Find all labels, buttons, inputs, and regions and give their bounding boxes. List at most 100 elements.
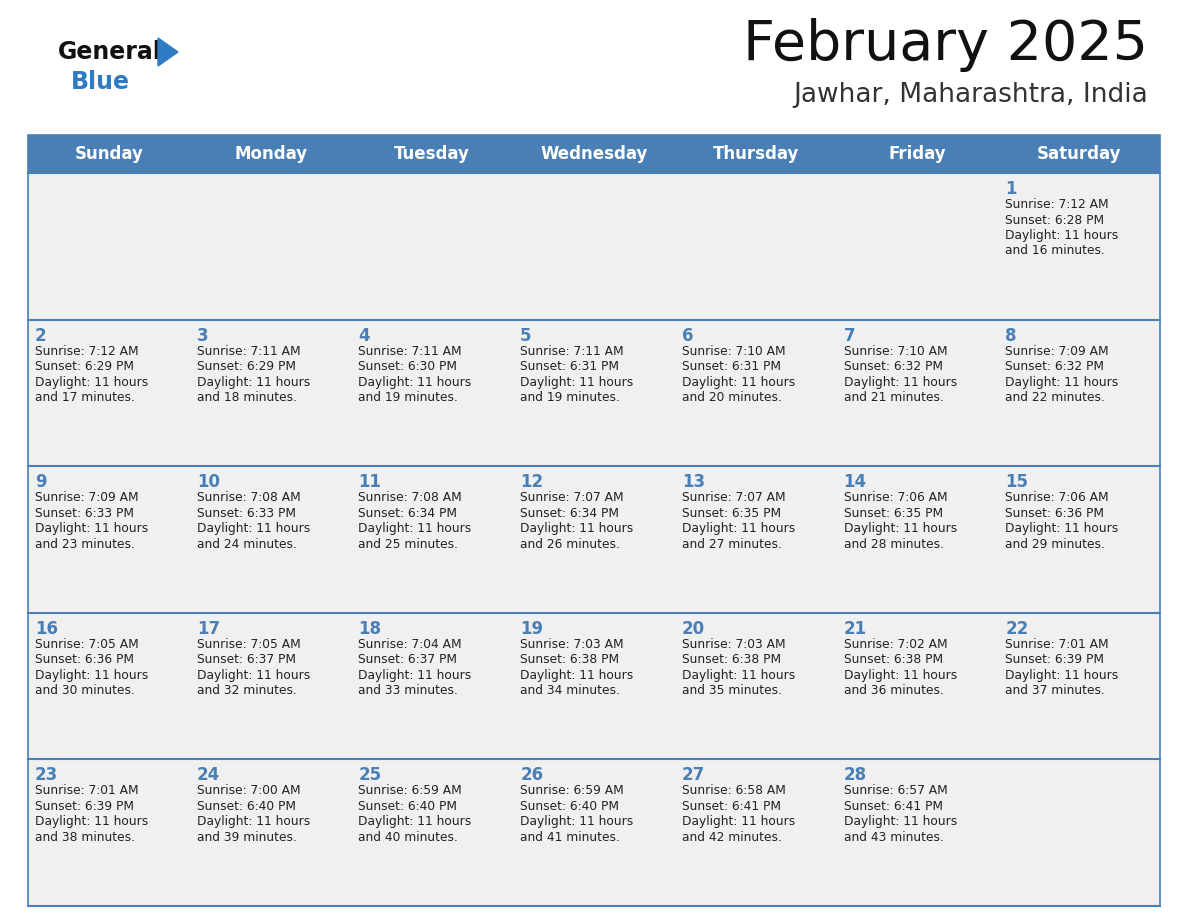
Text: Daylight: 11 hours: Daylight: 11 hours bbox=[843, 375, 956, 388]
Text: Wednesday: Wednesday bbox=[541, 145, 647, 163]
Bar bbox=[675, 173, 836, 319]
Text: Sunset: 6:38 PM: Sunset: 6:38 PM bbox=[682, 654, 781, 666]
Text: Friday: Friday bbox=[889, 145, 946, 163]
Text: and 38 minutes.: and 38 minutes. bbox=[34, 831, 135, 844]
Text: and 42 minutes.: and 42 minutes. bbox=[682, 831, 782, 844]
Text: and 16 minutes.: and 16 minutes. bbox=[1005, 244, 1105, 258]
Text: General: General bbox=[58, 40, 162, 64]
Text: Sunrise: 7:06 AM: Sunrise: 7:06 AM bbox=[1005, 491, 1108, 504]
Text: Sunset: 6:33 PM: Sunset: 6:33 PM bbox=[34, 507, 134, 520]
Text: Daylight: 11 hours: Daylight: 11 hours bbox=[359, 669, 472, 682]
Text: Sunset: 6:41 PM: Sunset: 6:41 PM bbox=[682, 800, 781, 813]
Text: and 21 minutes.: and 21 minutes. bbox=[843, 391, 943, 404]
Text: and 40 minutes.: and 40 minutes. bbox=[359, 831, 459, 844]
Text: 28: 28 bbox=[843, 767, 867, 784]
Bar bbox=[675, 319, 836, 466]
Text: Sunrise: 7:12 AM: Sunrise: 7:12 AM bbox=[1005, 198, 1108, 211]
Bar bbox=[836, 173, 998, 319]
Bar bbox=[190, 173, 352, 319]
Text: Daylight: 11 hours: Daylight: 11 hours bbox=[34, 375, 148, 388]
Text: Sunrise: 7:00 AM: Sunrise: 7:00 AM bbox=[197, 784, 301, 798]
Text: Sunrise: 7:07 AM: Sunrise: 7:07 AM bbox=[682, 491, 785, 504]
Text: and 34 minutes.: and 34 minutes. bbox=[520, 684, 620, 698]
Text: Sunset: 6:29 PM: Sunset: 6:29 PM bbox=[34, 360, 134, 373]
Text: and 43 minutes.: and 43 minutes. bbox=[843, 831, 943, 844]
Text: and 39 minutes.: and 39 minutes. bbox=[197, 831, 297, 844]
Bar bbox=[190, 319, 352, 466]
Text: Daylight: 11 hours: Daylight: 11 hours bbox=[359, 522, 472, 535]
Text: Daylight: 11 hours: Daylight: 11 hours bbox=[1005, 375, 1119, 388]
Text: Sunrise: 7:10 AM: Sunrise: 7:10 AM bbox=[843, 344, 947, 358]
Bar bbox=[998, 613, 1159, 759]
Text: Daylight: 11 hours: Daylight: 11 hours bbox=[197, 815, 310, 828]
Bar bbox=[513, 466, 675, 613]
Text: Sunrise: 7:08 AM: Sunrise: 7:08 AM bbox=[359, 491, 462, 504]
Text: Sunset: 6:31 PM: Sunset: 6:31 PM bbox=[682, 360, 781, 373]
Text: Jawhar, Maharashtra, India: Jawhar, Maharashtra, India bbox=[794, 82, 1148, 108]
Text: and 19 minutes.: and 19 minutes. bbox=[359, 391, 459, 404]
Bar bbox=[29, 466, 190, 613]
Text: Tuesday: Tuesday bbox=[394, 145, 470, 163]
Text: Sunrise: 7:05 AM: Sunrise: 7:05 AM bbox=[197, 638, 301, 651]
Text: 3: 3 bbox=[197, 327, 208, 344]
Text: and 35 minutes.: and 35 minutes. bbox=[682, 684, 782, 698]
Text: Sunrise: 6:59 AM: Sunrise: 6:59 AM bbox=[520, 784, 624, 798]
Text: 11: 11 bbox=[359, 473, 381, 491]
Text: 12: 12 bbox=[520, 473, 543, 491]
Text: 10: 10 bbox=[197, 473, 220, 491]
Bar bbox=[675, 613, 836, 759]
Text: Daylight: 11 hours: Daylight: 11 hours bbox=[682, 815, 795, 828]
Text: and 32 minutes.: and 32 minutes. bbox=[197, 684, 297, 698]
Text: Daylight: 11 hours: Daylight: 11 hours bbox=[197, 522, 310, 535]
Text: 8: 8 bbox=[1005, 327, 1017, 344]
Text: Sunrise: 6:57 AM: Sunrise: 6:57 AM bbox=[843, 784, 947, 798]
Bar bbox=[998, 173, 1159, 319]
Text: Sunset: 6:39 PM: Sunset: 6:39 PM bbox=[34, 800, 134, 813]
Text: Saturday: Saturday bbox=[1037, 145, 1121, 163]
Bar bbox=[190, 466, 352, 613]
Text: Sunset: 6:40 PM: Sunset: 6:40 PM bbox=[359, 800, 457, 813]
Text: Sunset: 6:33 PM: Sunset: 6:33 PM bbox=[197, 507, 296, 520]
Text: Sunrise: 7:11 AM: Sunrise: 7:11 AM bbox=[520, 344, 624, 358]
Text: Sunrise: 7:03 AM: Sunrise: 7:03 AM bbox=[520, 638, 624, 651]
Text: Daylight: 11 hours: Daylight: 11 hours bbox=[1005, 229, 1119, 242]
Text: Sunrise: 6:58 AM: Sunrise: 6:58 AM bbox=[682, 784, 785, 798]
Text: Sunset: 6:37 PM: Sunset: 6:37 PM bbox=[359, 654, 457, 666]
Text: 15: 15 bbox=[1005, 473, 1029, 491]
Text: and 33 minutes.: and 33 minutes. bbox=[359, 684, 459, 698]
Text: Daylight: 11 hours: Daylight: 11 hours bbox=[843, 815, 956, 828]
Text: Sunset: 6:39 PM: Sunset: 6:39 PM bbox=[1005, 654, 1105, 666]
Text: Sunset: 6:34 PM: Sunset: 6:34 PM bbox=[520, 507, 619, 520]
Text: Sunset: 6:32 PM: Sunset: 6:32 PM bbox=[1005, 360, 1105, 373]
Text: 5: 5 bbox=[520, 327, 532, 344]
Text: Sunset: 6:35 PM: Sunset: 6:35 PM bbox=[843, 507, 943, 520]
Bar bbox=[998, 466, 1159, 613]
Bar bbox=[998, 759, 1159, 906]
Text: Sunrise: 7:05 AM: Sunrise: 7:05 AM bbox=[34, 638, 139, 651]
Text: Daylight: 11 hours: Daylight: 11 hours bbox=[843, 522, 956, 535]
Text: Blue: Blue bbox=[71, 70, 129, 94]
Text: Sunset: 6:40 PM: Sunset: 6:40 PM bbox=[520, 800, 619, 813]
Text: Daylight: 11 hours: Daylight: 11 hours bbox=[682, 375, 795, 388]
Text: Sunrise: 7:08 AM: Sunrise: 7:08 AM bbox=[197, 491, 301, 504]
Bar bbox=[352, 613, 513, 759]
Text: Sunrise: 7:10 AM: Sunrise: 7:10 AM bbox=[682, 344, 785, 358]
Text: and 36 minutes.: and 36 minutes. bbox=[843, 684, 943, 698]
Text: Sunrise: 7:02 AM: Sunrise: 7:02 AM bbox=[843, 638, 947, 651]
Text: Sunrise: 7:12 AM: Sunrise: 7:12 AM bbox=[34, 344, 139, 358]
Text: and 18 minutes.: and 18 minutes. bbox=[197, 391, 297, 404]
Bar bbox=[190, 759, 352, 906]
Text: and 25 minutes.: and 25 minutes. bbox=[359, 538, 459, 551]
Text: Daylight: 11 hours: Daylight: 11 hours bbox=[520, 375, 633, 388]
Text: Daylight: 11 hours: Daylight: 11 hours bbox=[197, 669, 310, 682]
Text: Daylight: 11 hours: Daylight: 11 hours bbox=[1005, 669, 1119, 682]
Text: and 24 minutes.: and 24 minutes. bbox=[197, 538, 297, 551]
Text: Sunday: Sunday bbox=[75, 145, 144, 163]
Bar bbox=[29, 135, 1159, 173]
Text: Sunset: 6:32 PM: Sunset: 6:32 PM bbox=[843, 360, 942, 373]
Text: Daylight: 11 hours: Daylight: 11 hours bbox=[843, 669, 956, 682]
Text: Daylight: 11 hours: Daylight: 11 hours bbox=[34, 815, 148, 828]
Bar bbox=[836, 466, 998, 613]
Text: Sunset: 6:29 PM: Sunset: 6:29 PM bbox=[197, 360, 296, 373]
Bar bbox=[352, 466, 513, 613]
